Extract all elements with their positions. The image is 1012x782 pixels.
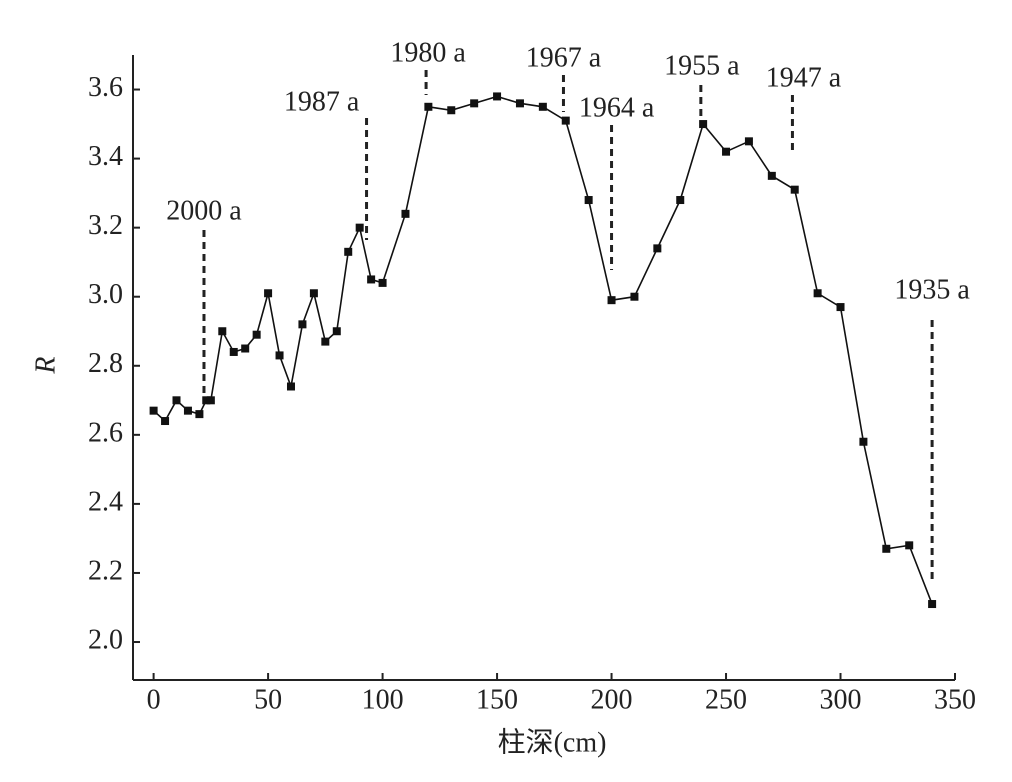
data-point bbox=[859, 437, 868, 446]
x-tick-label: 50 bbox=[254, 684, 282, 715]
data-point bbox=[493, 92, 502, 101]
annotation-label: 1967 a bbox=[526, 42, 602, 73]
data-point bbox=[744, 137, 753, 146]
y-tick-label: 2.6 bbox=[88, 417, 123, 448]
y-tick-label: 2.0 bbox=[88, 624, 123, 655]
y-tick-label: 2.2 bbox=[88, 555, 123, 586]
x-tick-label: 300 bbox=[820, 684, 862, 715]
x-tick-label: 350 bbox=[934, 684, 976, 715]
x-tick-label: 250 bbox=[705, 684, 747, 715]
annotation-label: 1987 a bbox=[284, 86, 360, 117]
data-point bbox=[355, 223, 364, 232]
y-tick-label: 3.6 bbox=[88, 72, 123, 103]
y-tick-label: 3.0 bbox=[88, 279, 123, 310]
y-tick-label: 2.8 bbox=[88, 348, 123, 379]
y-axis-title: R bbox=[30, 356, 61, 374]
data-point bbox=[275, 351, 284, 360]
data-point bbox=[344, 247, 353, 256]
data-point bbox=[928, 600, 937, 609]
annotation-label: 1955 a bbox=[664, 50, 740, 81]
x-tick-label: 150 bbox=[476, 684, 518, 715]
data-point bbox=[172, 396, 181, 405]
x-tick-label: 200 bbox=[591, 684, 633, 715]
data-point bbox=[584, 196, 593, 205]
data-point bbox=[607, 296, 616, 305]
x-tick-label: 100 bbox=[362, 684, 404, 715]
data-point bbox=[321, 337, 330, 346]
data-point bbox=[424, 102, 433, 111]
x-axis-title: 柱深(cm) bbox=[498, 726, 607, 758]
data-point bbox=[298, 320, 307, 329]
data-point bbox=[252, 330, 261, 339]
x-tick-label: 0 bbox=[147, 684, 161, 715]
data-point bbox=[447, 106, 456, 115]
y-tick-label: 3.4 bbox=[88, 141, 123, 172]
data-point bbox=[183, 406, 192, 415]
data-point bbox=[676, 196, 685, 205]
annotation-label: 1947 a bbox=[766, 62, 842, 93]
data-point bbox=[401, 209, 410, 218]
data-point bbox=[229, 347, 238, 356]
data-point bbox=[367, 275, 376, 284]
data-point bbox=[790, 185, 799, 194]
data-point bbox=[470, 99, 479, 108]
data-point bbox=[309, 289, 318, 298]
data-point bbox=[332, 327, 341, 336]
data-point bbox=[538, 102, 547, 111]
annotation-label: 1964 a bbox=[579, 92, 655, 123]
data-point bbox=[264, 289, 273, 298]
data-point bbox=[515, 99, 524, 108]
data-point bbox=[836, 303, 845, 312]
data-point bbox=[241, 344, 250, 353]
data-point bbox=[195, 410, 204, 419]
data-point bbox=[813, 289, 822, 298]
data-point bbox=[378, 278, 387, 287]
data-point bbox=[699, 120, 708, 129]
data-point bbox=[202, 396, 211, 405]
data-point bbox=[882, 544, 891, 553]
annotation-label: 1980 a bbox=[390, 37, 466, 68]
data-point bbox=[905, 541, 914, 550]
data-point bbox=[218, 327, 227, 336]
data-point bbox=[149, 406, 158, 415]
data-point bbox=[630, 292, 639, 301]
data-point bbox=[722, 147, 731, 156]
data-point bbox=[161, 417, 170, 426]
data-point bbox=[561, 116, 570, 125]
data-line bbox=[153, 95, 933, 605]
y-tick-label: 3.2 bbox=[88, 210, 123, 241]
data-point bbox=[206, 396, 215, 405]
data-point bbox=[767, 171, 776, 180]
y-tick-label: 2.4 bbox=[88, 486, 123, 517]
data-point bbox=[286, 382, 295, 391]
annotation-label: 2000 a bbox=[166, 195, 242, 226]
annotation-label: 1935 a bbox=[894, 274, 970, 305]
data-point bbox=[653, 244, 662, 253]
